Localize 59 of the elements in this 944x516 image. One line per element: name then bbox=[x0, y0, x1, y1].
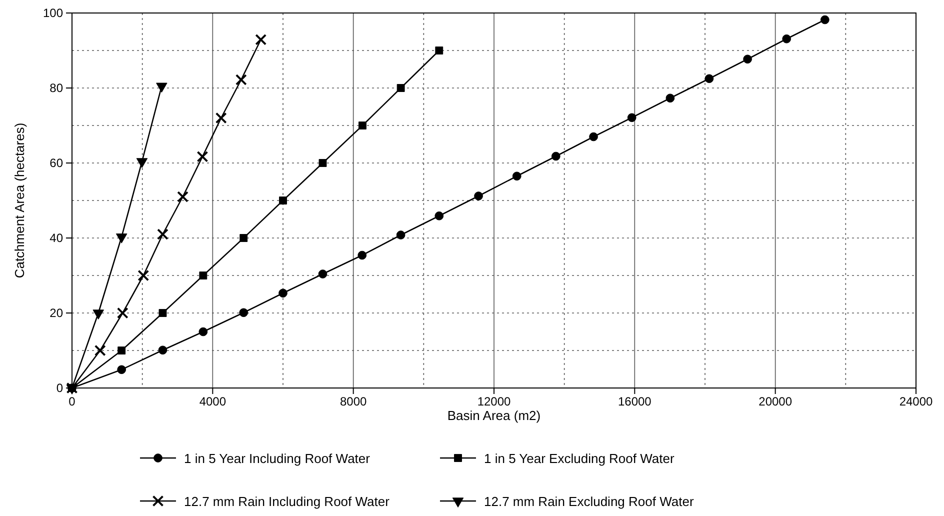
point bbox=[239, 308, 248, 318]
y-tick-label: 20 bbox=[50, 306, 64, 320]
legend-label: 1 in 5 Year Including Roof Water bbox=[184, 451, 371, 466]
point bbox=[240, 234, 248, 242]
point bbox=[627, 113, 636, 122]
point bbox=[743, 54, 752, 64]
x-tick-label: 24000 bbox=[899, 394, 934, 409]
point bbox=[589, 132, 598, 142]
point bbox=[138, 270, 150, 282]
point bbox=[782, 34, 792, 44]
point bbox=[551, 152, 560, 161]
y-tick-label: 100 bbox=[42, 6, 64, 20]
point bbox=[318, 159, 327, 167]
point bbox=[215, 112, 227, 124]
point bbox=[434, 211, 444, 220]
point bbox=[198, 327, 208, 336]
x-tick-label: 4000 bbox=[199, 394, 226, 409]
point bbox=[474, 192, 483, 200]
point bbox=[118, 346, 126, 354]
legend-label: 1 in 5 Year Excluding Roof Water bbox=[484, 451, 675, 466]
point bbox=[278, 288, 288, 298]
point bbox=[820, 15, 830, 24]
point bbox=[92, 310, 104, 320]
point bbox=[117, 365, 126, 374]
legend-label: 12.7 mm Rain Excluding Roof Water bbox=[484, 494, 694, 509]
x-axis-title: Basin Area (m2) bbox=[447, 408, 541, 423]
point bbox=[358, 250, 367, 260]
y-tick-label: 40 bbox=[50, 230, 64, 245]
y-tick-label: 0 bbox=[56, 380, 64, 395]
x-tick-label: 8000 bbox=[340, 394, 368, 409]
point bbox=[199, 272, 208, 280]
point bbox=[279, 196, 287, 204]
point bbox=[158, 346, 168, 355]
point bbox=[358, 122, 366, 130]
point bbox=[666, 94, 675, 103]
y-tick-label: 60 bbox=[50, 156, 64, 170]
point bbox=[318, 270, 328, 278]
point bbox=[512, 172, 522, 181]
point bbox=[94, 344, 106, 356]
point bbox=[158, 309, 167, 317]
point bbox=[235, 74, 247, 86]
point bbox=[704, 74, 714, 84]
x-tick-label: 0 bbox=[68, 394, 76, 409]
point bbox=[255, 34, 267, 46]
point bbox=[157, 228, 168, 240]
point bbox=[177, 191, 188, 202]
point bbox=[396, 84, 405, 92]
y-axis-title: Catchment Area (hectares) bbox=[12, 122, 27, 278]
point bbox=[196, 150, 208, 162]
legend-label: 12.7 mm Rain Including Roof Water bbox=[184, 494, 390, 509]
x-tick-label: 20000 bbox=[758, 394, 792, 409]
point bbox=[435, 46, 444, 54]
x-tick-label: 12000 bbox=[477, 394, 512, 409]
point bbox=[136, 158, 148, 168]
x-tick-label: 16000 bbox=[618, 394, 652, 409]
point bbox=[116, 234, 128, 244]
point bbox=[396, 230, 406, 240]
y-tick-label: 80 bbox=[50, 80, 64, 95]
point bbox=[116, 307, 128, 319]
